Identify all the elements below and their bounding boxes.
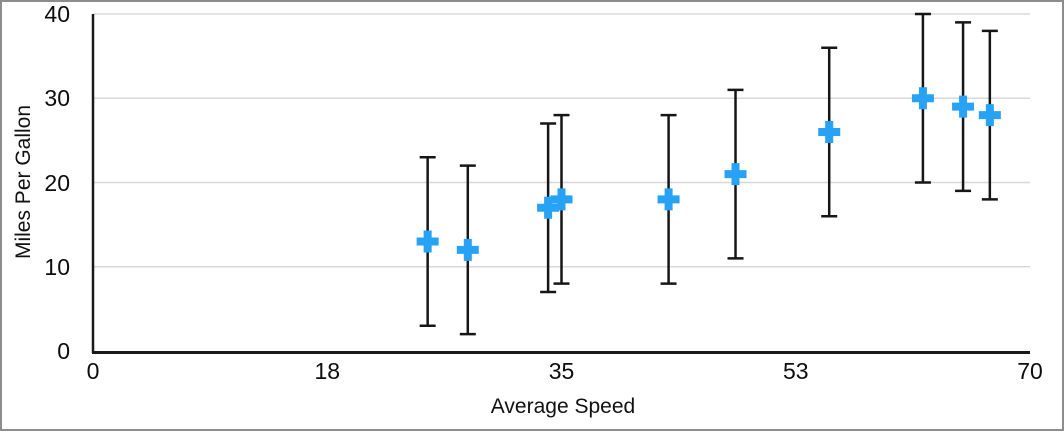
x-tick-label: 53 — [782, 358, 809, 384]
data-point-marker — [416, 230, 439, 253]
x-tick-label: 70 — [1017, 358, 1043, 384]
x-tick-label: 35 — [548, 358, 575, 384]
data-point-marker — [537, 196, 560, 219]
x-tick-label: 0 — [86, 358, 100, 384]
x-axis-title: Average Speed — [490, 395, 636, 418]
y-tick-label: 20 — [44, 169, 70, 196]
data-point-marker — [657, 188, 680, 211]
y-tick-label: 10 — [44, 253, 70, 280]
y-tick-label: 0 — [57, 338, 70, 364]
data-point-marker — [978, 104, 1001, 127]
y-tick-label: 40 — [44, 1, 70, 27]
data-point-marker — [911, 87, 934, 110]
y-tick-label: 30 — [44, 85, 70, 112]
data-point-marker — [550, 188, 573, 211]
data-point-marker — [818, 120, 841, 143]
x-tick-label: 18 — [314, 358, 341, 384]
data-point-marker — [456, 238, 479, 261]
data-point-marker — [952, 95, 975, 118]
data-point-marker — [724, 163, 747, 186]
